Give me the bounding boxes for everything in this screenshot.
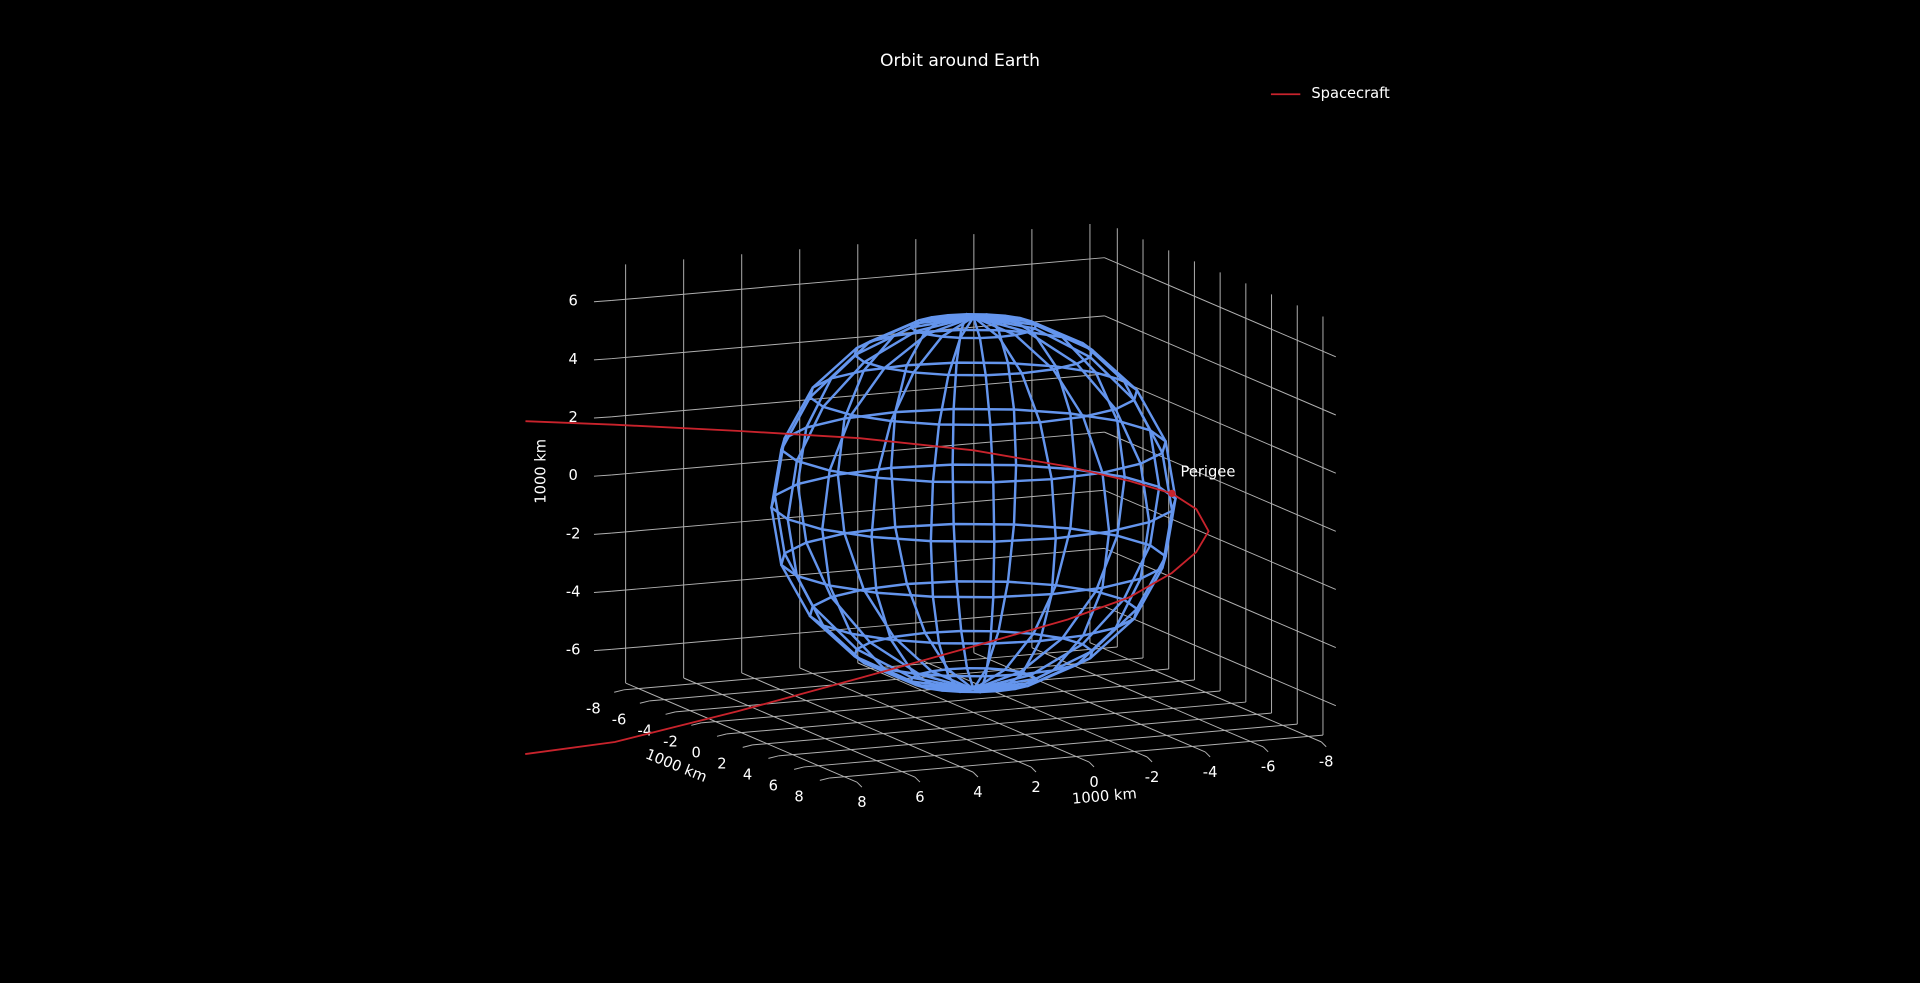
x-tick [1262, 746, 1269, 753]
x-tick-label: -4 [1203, 764, 1218, 781]
x-tick-label: 8 [857, 794, 866, 811]
grid-line [726, 690, 1221, 735]
grid-line [611, 431, 1105, 476]
x-tick [1088, 761, 1095, 768]
y-tick-label: 8 [794, 789, 803, 806]
x-tick-label: 4 [973, 784, 982, 801]
orbit-line [525, 420, 1210, 756]
x-tick-label: 6 [915, 789, 924, 806]
grid-line [611, 373, 1105, 418]
y-tick [819, 777, 830, 781]
y-tick [768, 755, 779, 759]
z-tick [593, 300, 612, 303]
grid-line [1104, 606, 1337, 707]
perigee-marker [1168, 489, 1176, 498]
x-tick [1204, 751, 1211, 758]
z-tick [593, 532, 612, 535]
y-tick-label: 4 [743, 767, 752, 784]
y-tick [665, 711, 676, 715]
grid-line [649, 657, 1144, 702]
z-tick-label: -2 [566, 525, 581, 542]
z-tick-label: 2 [568, 409, 577, 426]
z-tick-label: 6 [568, 293, 577, 310]
z-axis-label: 1000 km [532, 439, 549, 504]
chart-title: Orbit around Earth [880, 51, 1040, 71]
grid-line [611, 489, 1105, 534]
z-tick [593, 648, 612, 652]
grid-line [752, 701, 1246, 746]
meridian [973, 315, 1126, 691]
x-tick-label: 2 [1031, 779, 1040, 796]
y-tick [794, 766, 805, 770]
x-tick-label: -6 [1261, 759, 1276, 776]
z-tick-label: 4 [568, 351, 577, 368]
x-tick-label: -2 [1145, 769, 1160, 786]
z-tick [593, 416, 612, 419]
meridian [770, 315, 974, 691]
grid-line [1104, 489, 1337, 590]
x-axis-label: 1000 km [1071, 785, 1137, 808]
grid-line [1104, 315, 1337, 416]
annotation: Perigee [1181, 464, 1236, 481]
y-tick-label: -2 [663, 733, 678, 750]
meridian [973, 315, 1161, 691]
x-tick-label: -8 [1319, 754, 1334, 771]
meridian [889, 314, 975, 691]
meridian [973, 315, 1177, 691]
grid-line [623, 646, 1118, 691]
z-tick-label: -6 [566, 642, 581, 659]
x-tick [1320, 741, 1327, 748]
grid-line [1104, 373, 1337, 474]
legend-label: Spacecraft [1311, 85, 1390, 102]
x-tick [1146, 756, 1153, 763]
y-tick-label: 0 [692, 744, 701, 761]
grid-line [675, 668, 1169, 713]
earth-wireframe [769, 312, 1177, 694]
y-tick [691, 722, 702, 726]
grid-line [1104, 431, 1337, 532]
z-tick-label: 0 [568, 467, 577, 484]
x-tick [914, 776, 921, 783]
y-tick [639, 700, 650, 704]
grid [611, 224, 1337, 783]
y-tick-label: -8 [586, 700, 601, 717]
grid-line [829, 734, 1324, 779]
meridian [951, 312, 975, 690]
meridian [773, 315, 974, 691]
z-tick [593, 474, 612, 477]
x-tick [856, 781, 863, 788]
y-tick-label: -4 [637, 722, 652, 739]
z-tick-label: -4 [566, 583, 581, 600]
x-tick [1030, 766, 1037, 773]
y-tick [742, 744, 753, 748]
x-tick-label: 0 [1089, 774, 1098, 791]
meridian [972, 314, 1077, 691]
x-tick [972, 771, 979, 778]
y-tick-label: 2 [717, 755, 726, 772]
z-tick [593, 590, 612, 593]
meridian [972, 313, 1018, 690]
grid-line [701, 679, 1195, 724]
y-tick [614, 689, 625, 693]
grid-line [778, 712, 1272, 757]
grid-line [1104, 257, 1337, 358]
grid-line [803, 723, 1298, 768]
z-tick [593, 358, 612, 361]
y-tick-label: -6 [612, 711, 627, 728]
y-tick [716, 733, 727, 737]
y-tick-label: 6 [769, 778, 778, 795]
grid-line [611, 257, 1105, 302]
